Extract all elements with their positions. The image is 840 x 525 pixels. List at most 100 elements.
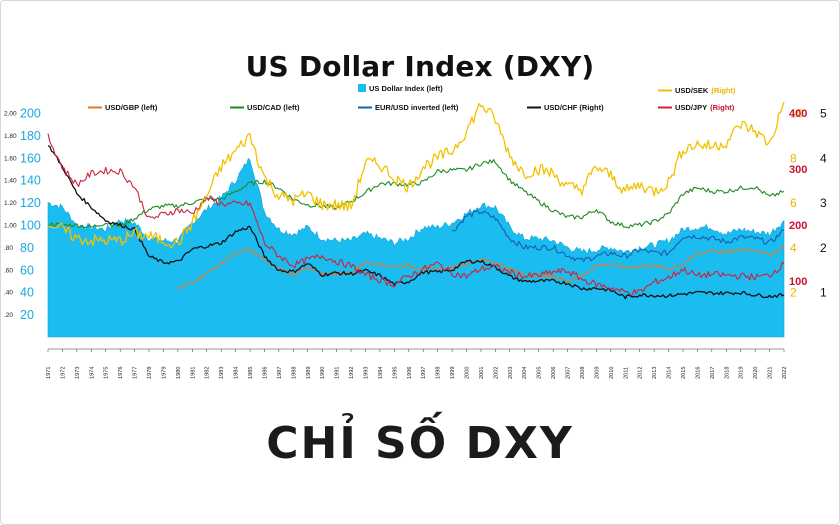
- x-tick-label: 2011: [623, 367, 629, 379]
- chart-title: US Dollar Index (DXY): [245, 50, 595, 83]
- legend-label-chf: USD/CHF (Right): [544, 103, 604, 112]
- x-tick-label: 2010: [609, 367, 615, 379]
- legend: US Dollar Index (left) USD/SEK (Right) USD/…: [88, 84, 736, 112]
- x-tick-label: 2017: [710, 367, 716, 379]
- right-tick-jpy: 300: [789, 164, 807, 176]
- right-tick-sek: 10: [790, 107, 804, 121]
- legend-suffix-sek: (Right): [711, 86, 736, 95]
- x-tick-label: 2020: [753, 367, 759, 379]
- left-tick-a: 1.20: [4, 200, 17, 207]
- right-tick-sek: 6: [790, 196, 797, 210]
- right-tick-sek: 2: [790, 286, 797, 300]
- left-tick-b: 180: [20, 129, 41, 143]
- right-tick-chf: 1: [820, 286, 827, 300]
- x-axis: 1971 1972 1973 1974 1975 1976 1977 1978 1979 1980…: [46, 348, 788, 379]
- right-tick-chf: 2: [820, 241, 827, 255]
- x-tick-label: 2014: [667, 367, 673, 379]
- x-tick-label: 1993: [363, 367, 369, 379]
- x-tick-label: 2021: [768, 367, 774, 379]
- x-tick-label: 2019: [739, 367, 745, 379]
- left-tick-b: 160: [20, 151, 41, 165]
- left-axis: 2.00 1.80 1.60 1.40 1.20 1.00 .80 .60 .40 .20 200 1…: [4, 107, 41, 323]
- x-tick-label: 2005: [537, 367, 543, 379]
- x-tick-label: 1989: [306, 367, 312, 379]
- caption-text: CHỈ SỐ DXY: [266, 418, 574, 469]
- x-tick-label: 1999: [450, 367, 456, 379]
- left-tick-a: 1.00: [4, 223, 17, 230]
- x-tick-label: 1980: [176, 367, 182, 379]
- legend-label-cad: USD/CAD (left): [247, 103, 300, 112]
- left-tick-a: .60: [4, 267, 13, 274]
- left-tick-b: 100: [20, 219, 41, 233]
- x-tick-label: 1997: [421, 367, 427, 379]
- left-tick-a: 1.40: [4, 178, 17, 185]
- x-tick-label: 1988: [291, 367, 297, 379]
- x-tick-label: 1985: [248, 367, 254, 379]
- x-tick-label: 1994: [378, 367, 384, 379]
- series-area-dxy: [47, 157, 785, 338]
- x-tick-label: 1998: [436, 367, 442, 379]
- x-tick-label: 1990: [320, 367, 326, 379]
- x-tick-label: 2008: [580, 367, 586, 379]
- left-tick-a: 1.60: [4, 155, 17, 162]
- right-tick-sek: 4: [790, 241, 797, 255]
- series-line-cad: [47, 159, 785, 229]
- left-tick-b: 20: [20, 308, 34, 322]
- x-tick-label: 1978: [147, 367, 153, 379]
- x-tick-label: 1977: [133, 367, 139, 379]
- right-tick-chf: 4: [820, 151, 827, 165]
- right-tick-jpy: 400: [789, 108, 807, 120]
- x-tick-label: 2000: [465, 367, 471, 379]
- right-tick-chf: 3: [820, 196, 827, 210]
- x-tick-label: 1987: [277, 367, 283, 379]
- x-tick-label: 2009: [594, 367, 600, 379]
- x-tick-label: 1984: [234, 367, 240, 379]
- legend-label-sek: USD/SEK (Right): [675, 86, 736, 95]
- x-tick-label: 2007: [566, 367, 572, 379]
- right-tick-jpy: 200: [789, 220, 807, 232]
- x-tick-label: 1981: [190, 367, 196, 379]
- legend-label-gbp: USD/GBP (left): [105, 103, 158, 112]
- x-tick-label: 1986: [262, 367, 268, 379]
- x-tick-label: 2003: [508, 367, 514, 379]
- series-line-jpy: [47, 133, 785, 296]
- series-line-chf: [47, 145, 785, 300]
- left-tick-b: 80: [20, 241, 34, 255]
- x-tick-label: 2006: [551, 367, 557, 379]
- legend-suffix-jpy: (Right): [710, 103, 735, 112]
- x-tick-label: 1992: [349, 367, 355, 379]
- x-tick-label: 1971: [46, 367, 52, 379]
- series-line-sek: [47, 101, 785, 249]
- series-line-eur: [452, 209, 785, 262]
- right-tick-chf: 5: [820, 107, 827, 121]
- x-tick-label: 1983: [219, 367, 225, 379]
- right-axis: 10 8 6 4 2 400 300 200 100 5 4 3 2 1: [789, 107, 827, 300]
- x-tick-label: 1982: [205, 367, 211, 379]
- left-tick-b: 200: [20, 107, 41, 121]
- x-tick-label: 1995: [392, 367, 398, 379]
- x-tick-label: 2004: [522, 367, 528, 379]
- x-tick-label: 2002: [493, 367, 499, 379]
- legend-label-jpy: USD/JPY (Right): [675, 103, 735, 112]
- x-tick-label: 1991: [335, 367, 341, 379]
- x-tick-label: 1976: [118, 367, 124, 379]
- x-tick-label: 2013: [652, 367, 658, 379]
- left-tick-b: 120: [20, 196, 41, 210]
- x-tick-label: 2001: [479, 367, 485, 379]
- right-tick-jpy: 100: [789, 276, 807, 288]
- x-tick-label: 1974: [89, 367, 95, 379]
- left-tick-a: 1.80: [4, 133, 17, 140]
- x-tick-label: 2012: [638, 367, 644, 379]
- x-tick-label: 1972: [60, 367, 66, 379]
- legend-label-dxy: US Dollar Index (left): [369, 84, 443, 93]
- x-tick-label: 1973: [75, 367, 81, 379]
- left-tick-a: .20: [4, 312, 13, 319]
- plot-area: [47, 101, 785, 338]
- x-tick-label: 2015: [681, 367, 687, 379]
- legend-label-eur: EUR/USD inverted (left): [375, 103, 459, 112]
- left-tick-a: .80: [4, 245, 13, 252]
- left-tick-a: 2.00: [4, 111, 17, 118]
- left-tick-b: 140: [20, 174, 41, 188]
- left-tick-b: 60: [20, 263, 34, 277]
- dxy-chart: 2.001.801.601.401.201.00.80.60.40.202001…: [4, 84, 827, 379]
